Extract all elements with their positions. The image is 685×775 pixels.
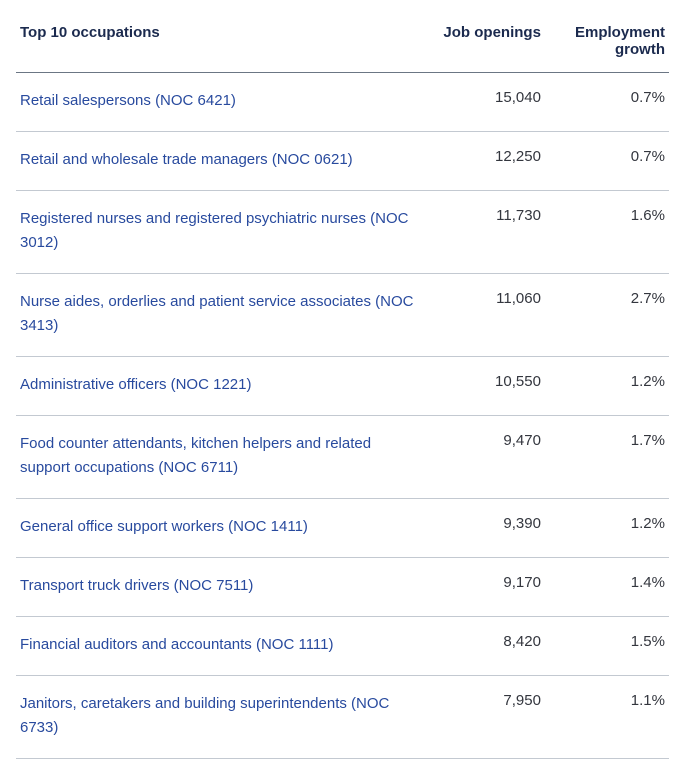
table-row: Retail salespersons (NOC 6421) 15,040 0.… <box>16 73 669 132</box>
col-header-occupation: Top 10 occupations <box>16 16 421 73</box>
occupation-link[interactable]: Retail salespersons (NOC 6421) <box>20 92 236 109</box>
occupations-table: Top 10 occupations Job openings Employme… <box>16 16 669 759</box>
table-row: Financial auditors and accountants (NOC … <box>16 617 669 676</box>
occupation-link[interactable]: Financial auditors and accountants (NOC … <box>20 636 334 653</box>
table-row: Transport truck drivers (NOC 7511) 9,170… <box>16 558 669 617</box>
openings-value: 9,470 <box>421 416 545 499</box>
growth-value: 1.6% <box>545 191 669 274</box>
growth-value: 0.7% <box>545 132 669 191</box>
growth-value: 2.7% <box>545 274 669 357</box>
openings-value: 12,250 <box>421 132 545 191</box>
col-header-growth: Employment growth <box>545 16 669 73</box>
table-row: Janitors, caretakers and building superi… <box>16 676 669 759</box>
growth-value: 1.5% <box>545 617 669 676</box>
growth-value: 1.1% <box>545 676 669 759</box>
openings-value: 11,060 <box>421 274 545 357</box>
growth-value: 1.2% <box>545 499 669 558</box>
table-row: Administrative officers (NOC 1221) 10,55… <box>16 357 669 416</box>
openings-value: 7,950 <box>421 676 545 759</box>
occupation-link[interactable]: Administrative officers (NOC 1221) <box>20 376 251 393</box>
occupation-link[interactable]: Transport truck drivers (NOC 7511) <box>20 577 253 594</box>
table-row: General office support workers (NOC 1411… <box>16 499 669 558</box>
openings-value: 10,550 <box>421 357 545 416</box>
growth-value: 1.2% <box>545 357 669 416</box>
occupation-link[interactable]: Food counter attendants, kitchen helpers… <box>20 435 371 476</box>
growth-value: 1.4% <box>545 558 669 617</box>
table-row: Registered nurses and registered psychia… <box>16 191 669 274</box>
table-header-row: Top 10 occupations Job openings Employme… <box>16 16 669 73</box>
table-row: Food counter attendants, kitchen helpers… <box>16 416 669 499</box>
growth-value: 1.7% <box>545 416 669 499</box>
occupation-link[interactable]: Retail and wholesale trade managers (NOC… <box>20 151 353 168</box>
occupation-link[interactable]: General office support workers (NOC 1411… <box>20 518 308 535</box>
col-header-openings: Job openings <box>421 16 545 73</box>
growth-value: 0.7% <box>545 73 669 132</box>
openings-value: 11,730 <box>421 191 545 274</box>
occupation-link[interactable]: Nurse aides, orderlies and patient servi… <box>20 293 414 334</box>
openings-value: 8,420 <box>421 617 545 676</box>
openings-value: 9,170 <box>421 558 545 617</box>
table-row: Retail and wholesale trade managers (NOC… <box>16 132 669 191</box>
openings-value: 15,040 <box>421 73 545 132</box>
table-row: Nurse aides, orderlies and patient servi… <box>16 274 669 357</box>
occupation-link[interactable]: Janitors, caretakers and building superi… <box>20 695 389 736</box>
openings-value: 9,390 <box>421 499 545 558</box>
occupation-link[interactable]: Registered nurses and registered psychia… <box>20 210 409 251</box>
